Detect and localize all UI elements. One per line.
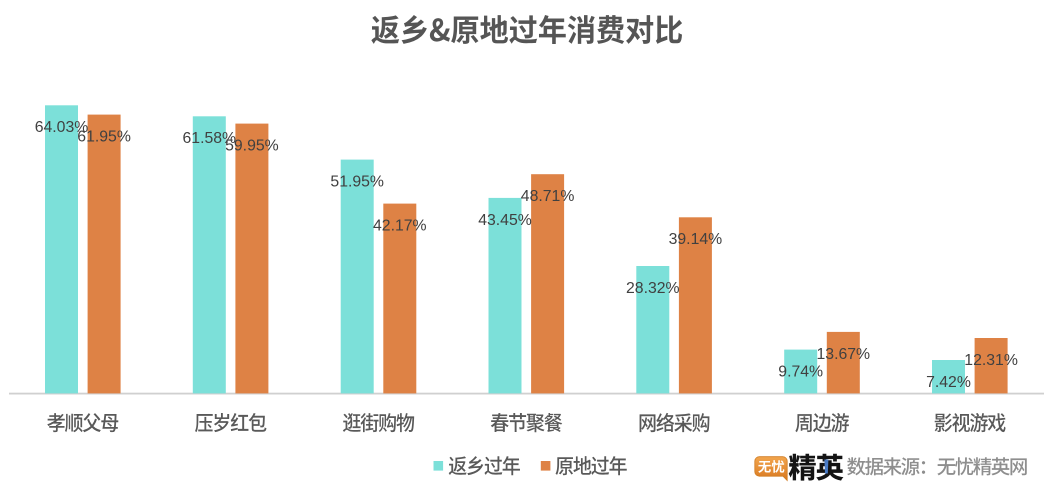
svg-text:9.74%: 9.74% (778, 364, 823, 381)
svg-text:48.71%: 48.71% (521, 188, 575, 205)
svg-text:61.95%: 61.95% (77, 129, 131, 146)
svg-text:7.42%: 7.42% (926, 374, 971, 391)
svg-text:28.32%: 28.32% (626, 280, 680, 297)
svg-text:39.14%: 39.14% (669, 231, 723, 248)
svg-text:13.67%: 13.67% (817, 346, 871, 363)
svg-text:12.31%: 12.31% (964, 352, 1018, 369)
svg-text:43.45%: 43.45% (478, 212, 532, 229)
svg-text:51.95%: 51.95% (330, 174, 384, 191)
svg-text:61.58%: 61.58% (183, 130, 237, 147)
svg-text:64.03%: 64.03% (35, 119, 89, 136)
svg-text:42.17%: 42.17% (373, 218, 427, 235)
svg-text:59.95%: 59.95% (225, 138, 279, 155)
